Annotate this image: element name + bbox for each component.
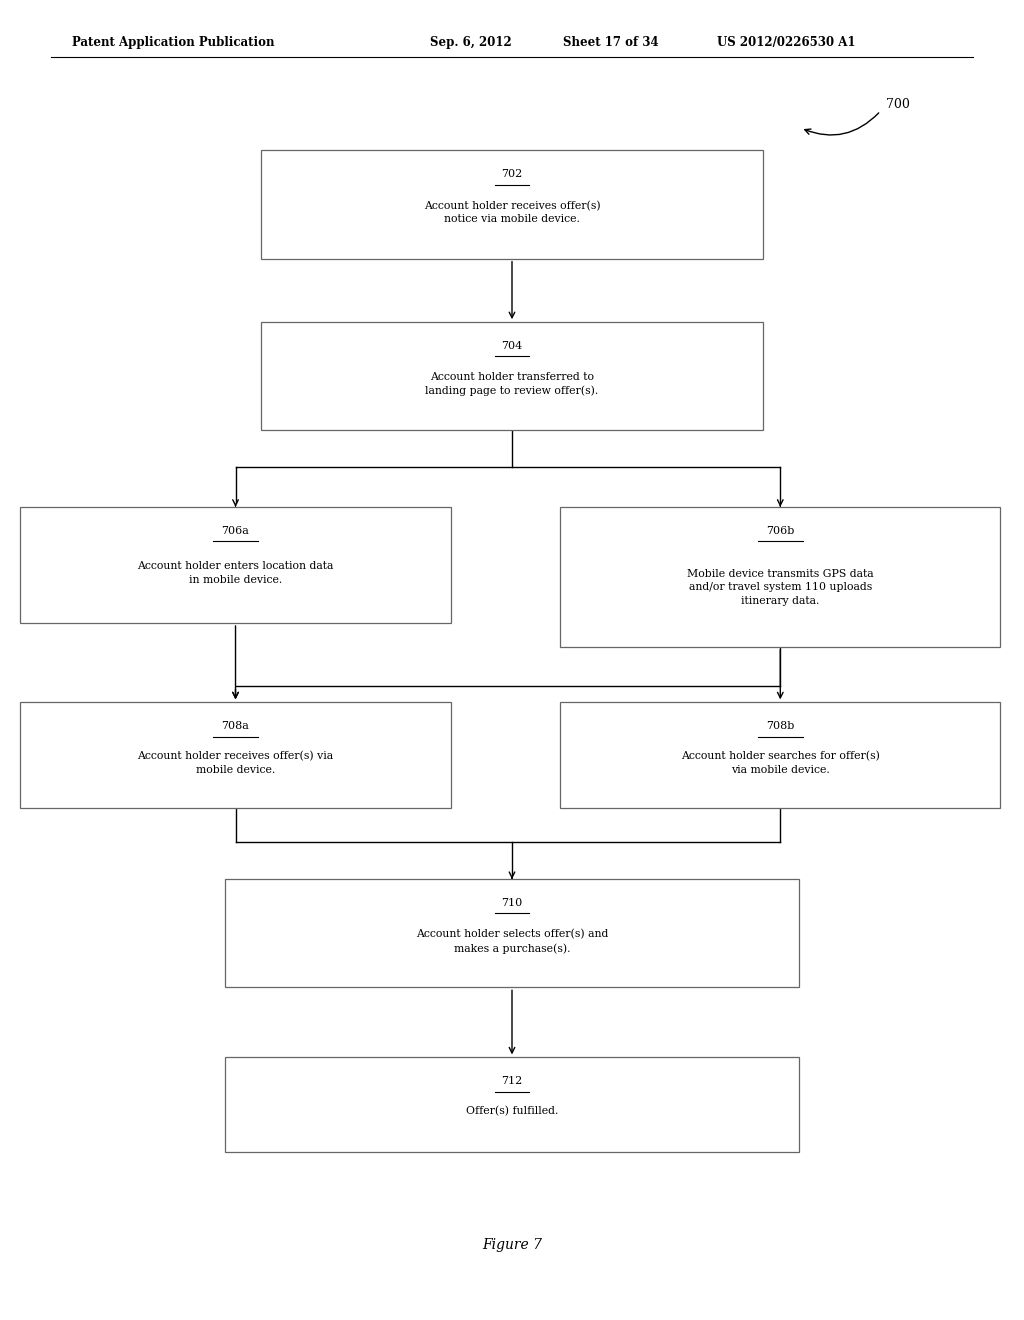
Text: Account holder transferred to
landing page to review offer(s).: Account holder transferred to landing pa… bbox=[425, 372, 599, 396]
Text: Sheet 17 of 34: Sheet 17 of 34 bbox=[563, 36, 658, 49]
Text: 708a: 708a bbox=[221, 721, 250, 731]
Text: Account holder selects offer(s) and
makes a purchase(s).: Account holder selects offer(s) and make… bbox=[416, 929, 608, 953]
Text: Account holder enters location data
in mobile device.: Account holder enters location data in m… bbox=[137, 561, 334, 585]
Bar bbox=[225, 879, 799, 987]
Text: Mobile device transmits GPS data
and/or travel system 110 uploads
itinerary data: Mobile device transmits GPS data and/or … bbox=[687, 569, 873, 606]
Bar bbox=[20, 507, 451, 623]
Text: 704: 704 bbox=[502, 341, 522, 351]
Text: 706b: 706b bbox=[766, 525, 795, 536]
Text: 700: 700 bbox=[886, 98, 909, 111]
Text: Patent Application Publication: Patent Application Publication bbox=[72, 36, 274, 49]
Text: 710: 710 bbox=[502, 898, 522, 908]
Text: Account holder searches for offer(s)
via mobile device.: Account holder searches for offer(s) via… bbox=[681, 751, 880, 775]
Bar bbox=[261, 150, 763, 259]
Text: 702: 702 bbox=[502, 169, 522, 180]
Bar bbox=[261, 322, 763, 430]
Text: 706a: 706a bbox=[221, 525, 250, 536]
Text: 708b: 708b bbox=[766, 721, 795, 731]
Text: Figure 7: Figure 7 bbox=[482, 1238, 542, 1251]
Text: Offer(s) fulfilled.: Offer(s) fulfilled. bbox=[466, 1106, 558, 1117]
Text: Sep. 6, 2012: Sep. 6, 2012 bbox=[430, 36, 512, 49]
Text: 712: 712 bbox=[502, 1076, 522, 1086]
Text: Account holder receives offer(s)
notice via mobile device.: Account holder receives offer(s) notice … bbox=[424, 201, 600, 224]
Bar bbox=[20, 702, 451, 808]
Text: US 2012/0226530 A1: US 2012/0226530 A1 bbox=[717, 36, 855, 49]
Bar bbox=[560, 702, 1000, 808]
Bar bbox=[225, 1057, 799, 1152]
Text: Account holder receives offer(s) via
mobile device.: Account holder receives offer(s) via mob… bbox=[137, 751, 334, 775]
Bar bbox=[560, 507, 1000, 647]
